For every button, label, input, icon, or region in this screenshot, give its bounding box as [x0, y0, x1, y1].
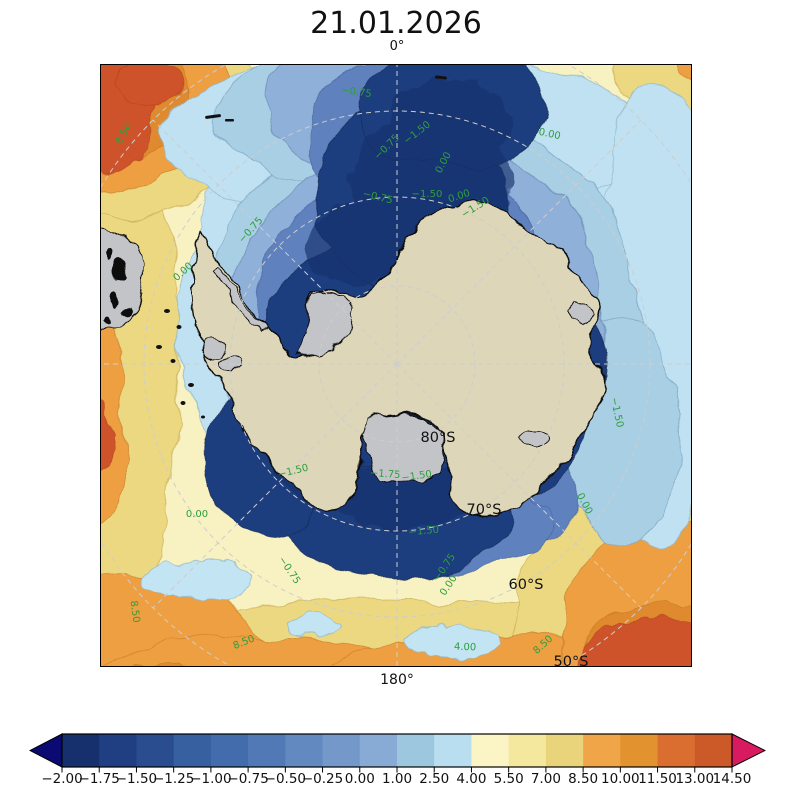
latitude-label: 50°S — [554, 654, 589, 666]
colorbar-segment — [434, 734, 473, 767]
colorbar — [28, 733, 767, 774]
colorbar-tick-label: 5.50 — [493, 771, 524, 787]
colorbar-segment — [620, 734, 659, 767]
landmasses — [101, 75, 608, 518]
colorbar-segment — [99, 734, 138, 767]
latitude-label: 60°S — [509, 577, 544, 593]
colorbar-segment — [657, 734, 696, 767]
south-america — [101, 225, 144, 334]
colorbar-tick-label: −1.50 — [115, 771, 158, 787]
colorbar-segment — [545, 734, 584, 767]
parallel-80S — [318, 285, 476, 443]
colorbar-tick-label: −1.75 — [78, 771, 120, 787]
colorbar-left-arrow — [28, 733, 63, 768]
east-coast-ice-patch — [520, 428, 546, 446]
latitude-label: 70°S — [467, 502, 502, 518]
colorbar-segment — [508, 734, 547, 767]
meridian-label-0: 0° — [389, 39, 405, 54]
colorbar-segment — [136, 734, 175, 767]
map-panel: 8.50 −0.75 −1.50 −0.75 0.00 0.00 −0.75 −1.50 0.0… — [100, 64, 692, 667]
contour-label: −1.50 — [408, 525, 439, 539]
contour-label: −0.75 — [340, 85, 372, 100]
colorbar-segment — [285, 734, 324, 767]
colorbar-tick-label: 10.00 — [601, 771, 640, 787]
colorbar-segment — [248, 734, 286, 767]
contour-label: 0.00 — [537, 127, 561, 142]
ross-ice-shelf — [362, 413, 446, 482]
colorbar-svg — [28, 733, 767, 773]
colorbar-tick-label: 8.50 — [568, 771, 599, 787]
amery-ice-shelf — [564, 302, 594, 326]
colorbar-tick-label: −2.00 — [41, 771, 83, 787]
colorbar-tick-label: −0.50 — [264, 771, 307, 787]
contour-label: 4.00 — [454, 642, 477, 654]
colorbar-segment — [210, 734, 249, 767]
ocean-lagoons — [140, 561, 502, 660]
colorbar-tick-label: −0.75 — [227, 771, 269, 787]
ronne-ice-shelf — [296, 290, 354, 357]
peninsula-ice-strip — [210, 268, 268, 332]
graticule — [101, 65, 691, 666]
antarctic-sst-map: 8.50−0.75−1.50−0.750.000.00−0.75 −1.50 0.0… — [101, 65, 691, 666]
colorbar-tick-label: 7.00 — [530, 771, 561, 787]
contour-label: −1.75 — [369, 468, 400, 481]
colorbar-segment — [694, 734, 733, 767]
contour-label: −1.50 — [412, 189, 443, 200]
colorbar-segment — [359, 734, 398, 767]
ice-shelves — [198, 268, 594, 482]
colorbar-segment — [62, 734, 100, 767]
colorbar-segment — [173, 734, 212, 767]
colorbar-tick-label: 2.50 — [419, 771, 450, 787]
colorbar-tick-label: −1.25 — [152, 771, 195, 787]
contour-label: 0.00 — [186, 509, 208, 520]
colorbar-segment — [322, 734, 361, 767]
colorbar-tick-label: 4.00 — [456, 771, 487, 787]
colorbar-segment — [397, 734, 435, 767]
islands — [156, 75, 447, 419]
amundsen-ice-patch — [198, 341, 228, 361]
colorbar-tick-labels: −2.00 −1.75 −1.50 −1.25 −1.00 −0.75 −0.50 −0.25… — [29, 771, 766, 791]
ocean-red-patches — [101, 65, 691, 666]
colorbar-tick-label: 0.00 — [344, 771, 375, 787]
latitude-labels: 80°S 70°S 60°S 50°S — [421, 430, 589, 666]
amundsen-ice-patch-2 — [220, 357, 242, 373]
colorbar-tick-label: 13.00 — [675, 771, 715, 787]
colorbar-segment — [471, 734, 510, 767]
latitude-label: 80°S — [421, 430, 456, 446]
colorbar-tick-label: −1.00 — [190, 771, 232, 787]
colorbar-right-arrow — [731, 733, 767, 768]
contour-label: −1.50 — [401, 469, 433, 484]
meridian-label-180: 180° — [380, 672, 414, 688]
colorbar-tick-label: 1.00 — [381, 771, 413, 787]
contour-label: 8.50 — [127, 600, 141, 624]
colorbar-tick-label: 14.50 — [712, 771, 752, 787]
colorbar-tick-label: 11.50 — [638, 771, 677, 787]
page-title: 21.01.2026 — [310, 6, 482, 41]
colorbar-tick-label: −0.25 — [301, 771, 344, 787]
colorbar-segment — [583, 734, 621, 767]
meridians — [101, 65, 691, 666]
